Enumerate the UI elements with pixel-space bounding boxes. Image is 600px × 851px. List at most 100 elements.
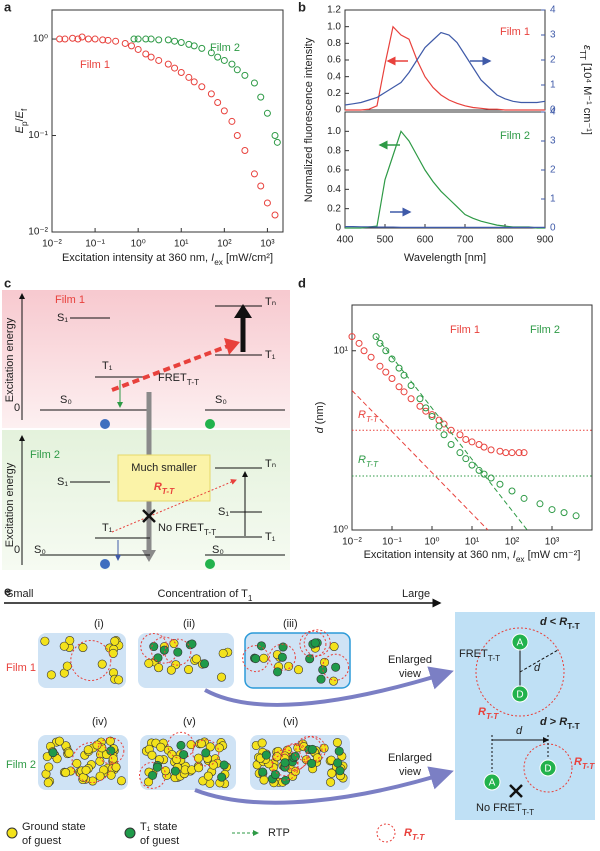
level-label: S₁ (218, 506, 229, 518)
axis-label: Concentration of T1 (158, 588, 253, 603)
t1-guest (270, 770, 280, 780)
legend-text: of guest (140, 835, 179, 847)
data-point (155, 36, 163, 44)
data-point (480, 443, 488, 451)
data-point (382, 347, 390, 355)
data-point (496, 480, 504, 488)
zoom-label: view (399, 766, 421, 778)
data-point (496, 447, 504, 455)
rtt-circle (271, 753, 299, 781)
text-part: Excitation intensity at 360 nm, (364, 549, 513, 561)
ground-guest (332, 738, 342, 748)
y-axis-label: Ep/Ef (14, 108, 29, 133)
data-point (69, 34, 77, 42)
ground-guest (78, 643, 88, 653)
ground-guest (46, 670, 56, 680)
data-point (376, 362, 384, 370)
y2-tick-label: 2 (550, 55, 556, 66)
ground-guest (172, 754, 182, 764)
zoom-box (455, 612, 595, 720)
panel-label: e (4, 583, 11, 598)
data-point (142, 35, 150, 43)
data-point (233, 66, 241, 74)
x-tick-label: 600 (417, 235, 434, 246)
x-tick-label: 10² (505, 537, 520, 548)
data-point (480, 470, 488, 478)
data-point (155, 56, 163, 64)
x-axis-label: Excitation intensity at 360 nm, Iex [mW … (364, 549, 581, 564)
t1-guest (278, 642, 288, 652)
t1-guest (318, 665, 328, 675)
data-point (428, 412, 436, 420)
cross (509, 784, 523, 798)
t1-guest (187, 639, 197, 649)
arrow-head (234, 304, 252, 318)
t1-guest (333, 758, 343, 768)
film-box (244, 632, 351, 689)
guest-dot (205, 559, 215, 569)
data-point (171, 37, 179, 45)
text-part: No FRET (158, 522, 204, 534)
level-label: S₀ (60, 394, 72, 406)
nofret-label: No FRETT-T (158, 522, 216, 537)
data-point (400, 388, 408, 396)
data-point (388, 375, 396, 383)
rtt-circle (167, 731, 195, 759)
arrow-head (142, 550, 156, 562)
text-part: T-T (582, 762, 595, 771)
data-point (250, 170, 258, 178)
rtt-circle (271, 749, 299, 777)
data-point (376, 339, 384, 347)
data-point (572, 512, 580, 520)
data-point (74, 35, 82, 43)
energy-diagram: Film 1 Excitation energy 0 S₁ T₁ S₀ Tₙ T… (2, 290, 290, 570)
donor-label: D (516, 690, 523, 701)
rtt-circle (475, 627, 565, 717)
data-point (263, 199, 271, 207)
ground-guest (110, 636, 120, 646)
text-part: d (540, 616, 547, 628)
data-point (422, 407, 430, 415)
data-point (241, 71, 249, 79)
ground-guest (54, 736, 64, 746)
data-point (91, 35, 99, 43)
data-point (164, 36, 172, 44)
text-part: d (314, 426, 326, 433)
data-point (142, 50, 150, 58)
y-tick-label: 10¹ (334, 345, 349, 356)
data-point (190, 78, 198, 86)
x-tick-label: 10⁻² (42, 239, 62, 250)
ground-guest (44, 762, 54, 772)
rtt-circle (97, 737, 125, 765)
y2-tick-label: 1 (550, 80, 556, 91)
level-label: S₀ (215, 394, 227, 406)
level-label: T₁ (102, 360, 113, 372)
stage-label: (iv) (92, 716, 107, 728)
text-part: T-T (412, 833, 425, 842)
t1-guest (258, 767, 268, 777)
legend-marker (376, 823, 396, 843)
y2-tick-label: 3 (550, 136, 556, 147)
data-point (121, 39, 129, 47)
y2-tick-label: 4 (550, 5, 556, 16)
level-label: Tₙ (265, 458, 276, 470)
data-point (360, 347, 368, 355)
ground-guest (291, 766, 301, 776)
guest-dot (100, 419, 110, 429)
level-label: Tₙ (265, 296, 276, 308)
ground-guest (81, 765, 91, 775)
data-point (367, 353, 375, 361)
rtt-label: RT-T (478, 706, 499, 721)
stage-label: (v) (183, 716, 196, 728)
data-point (372, 333, 380, 341)
ground-guest (194, 763, 204, 773)
t1-guest (310, 638, 320, 648)
y-tick-label: 1.0 (327, 21, 341, 32)
film-label: Film 2 (6, 759, 36, 771)
axis-label: Excitation energy (4, 462, 16, 547)
data-point (84, 35, 92, 43)
x-tick-label: 10¹ (174, 239, 189, 250)
fit-line (351, 390, 489, 531)
fret-label: FRETT-T (158, 372, 199, 387)
